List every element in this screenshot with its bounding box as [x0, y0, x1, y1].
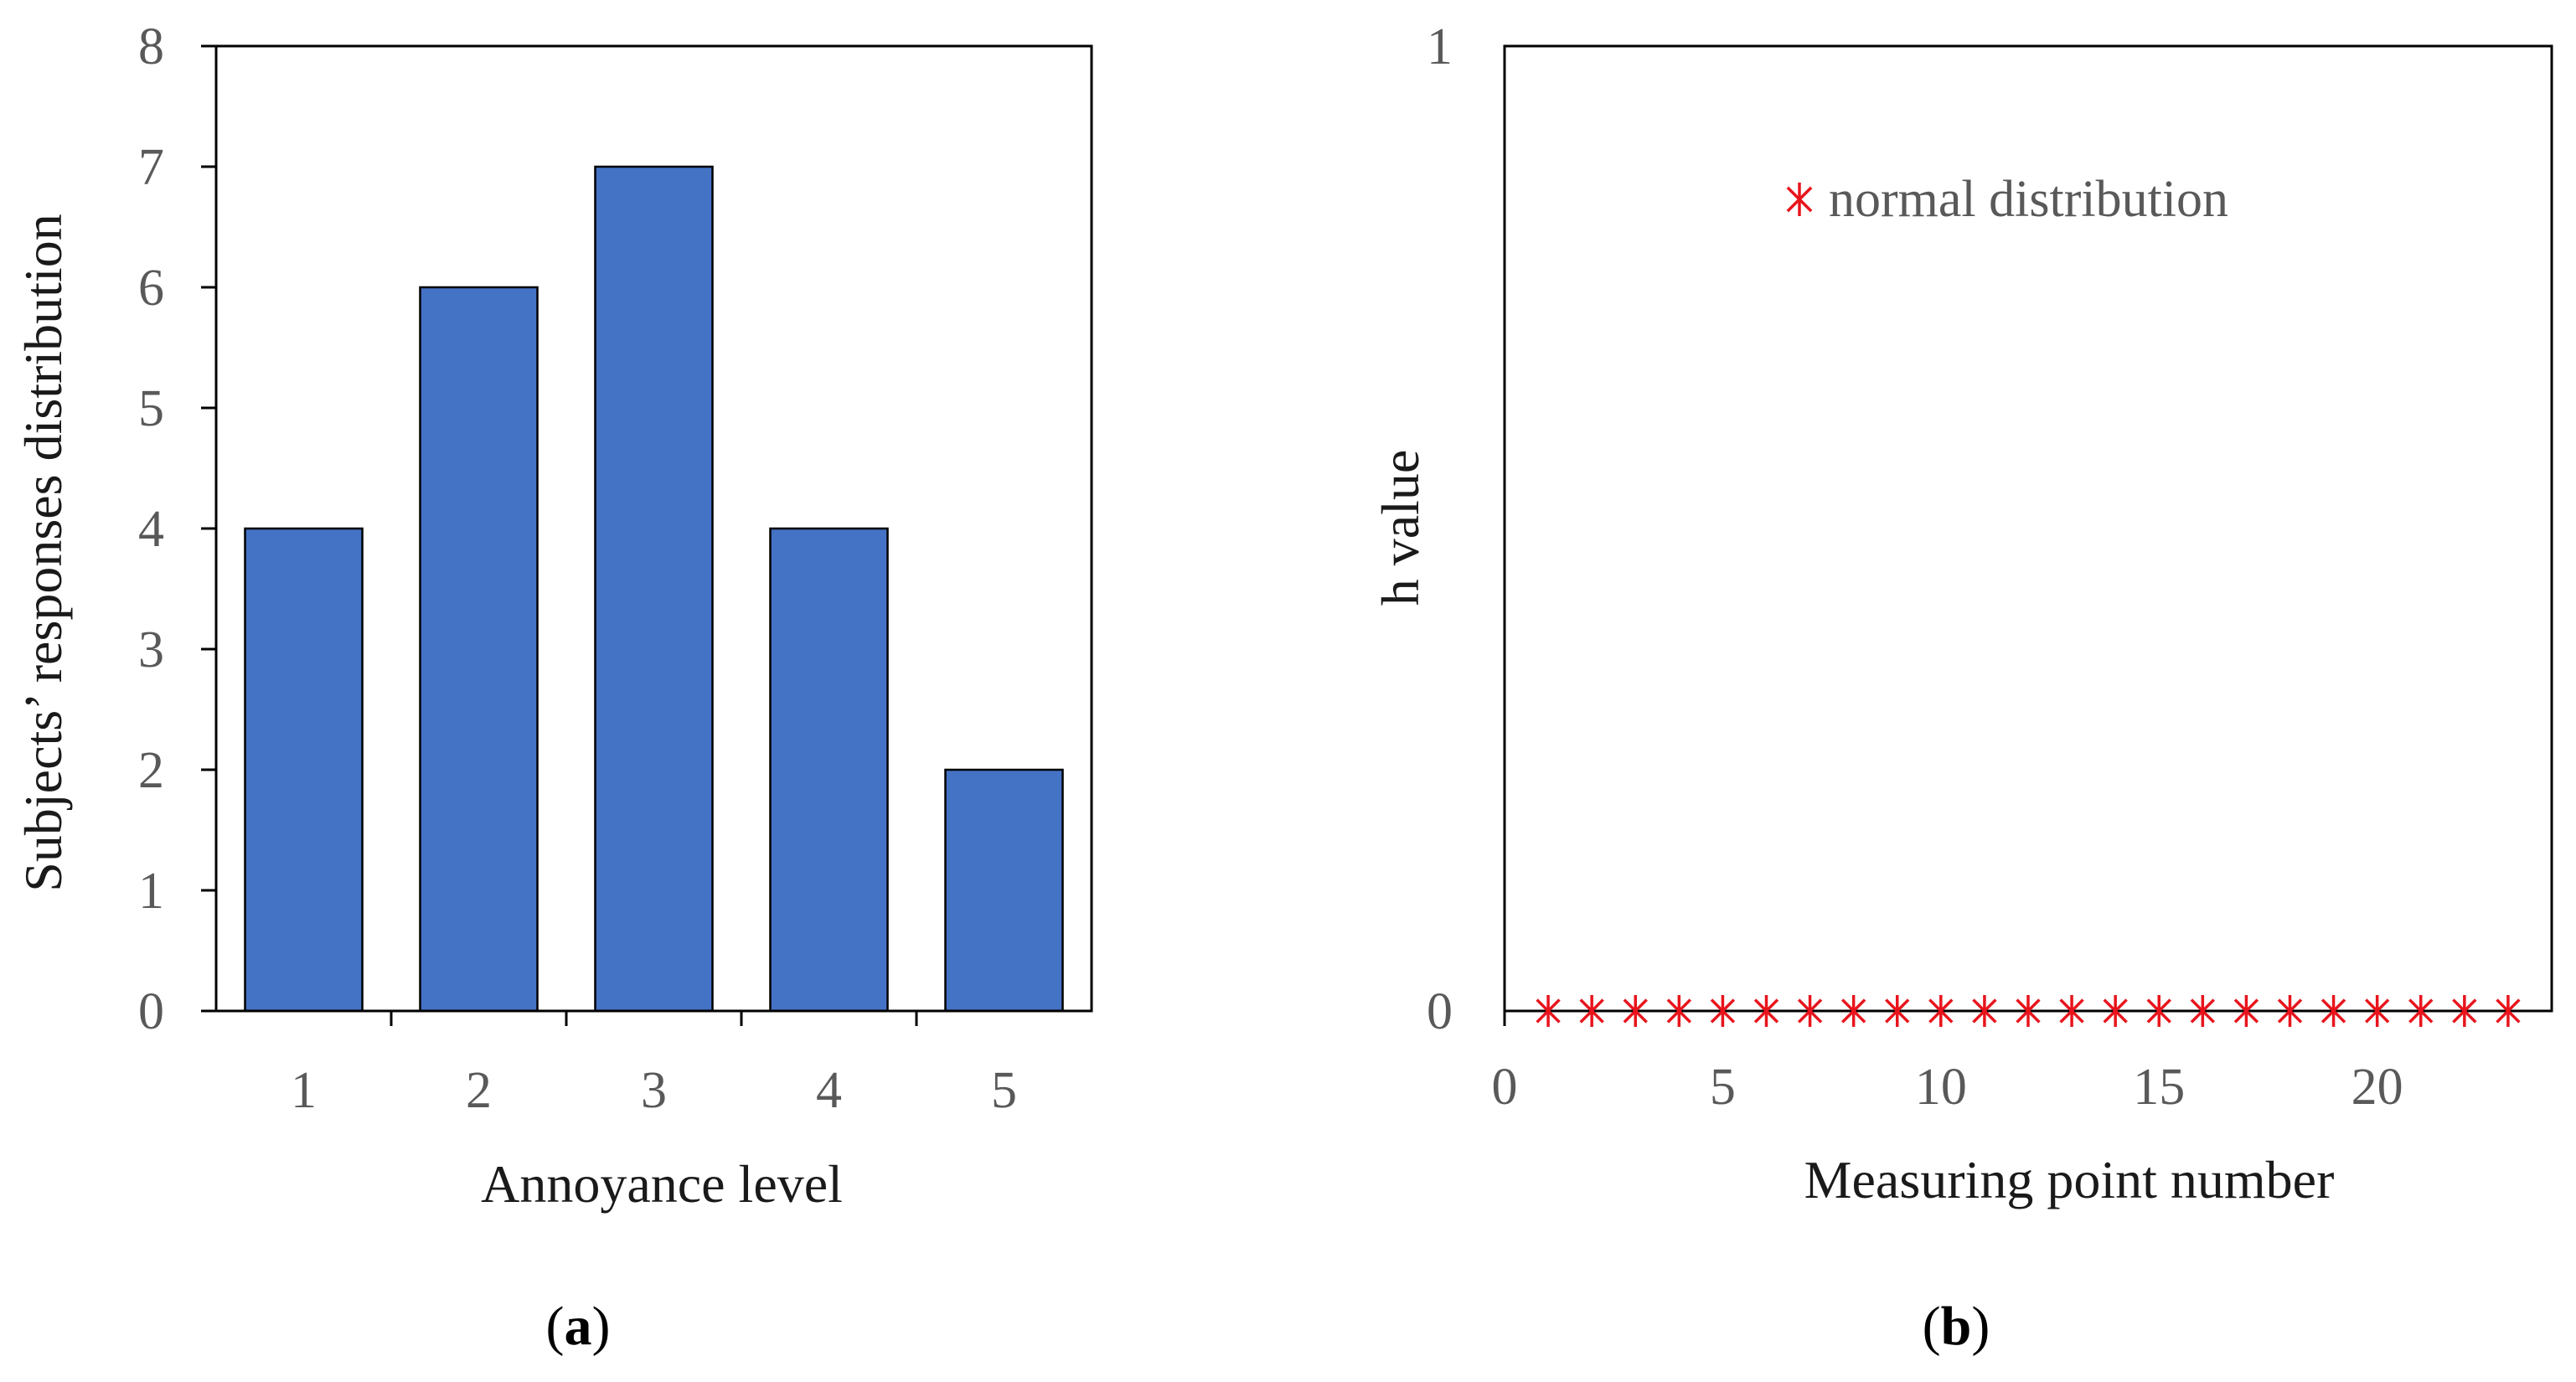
x-tick-label-b: 10: [1915, 1059, 1967, 1116]
y-tick-label-a: 2: [138, 742, 164, 799]
y-tick-label-a: 5: [138, 380, 164, 437]
legend-label: normal distribution: [1829, 171, 2228, 228]
y-tick-label-a: 1: [138, 863, 164, 920]
panel-label-a-letter: a: [565, 1296, 592, 1357]
x-tick-label-a: 1: [291, 1062, 317, 1119]
x-axis-title-a: Annoyance level: [481, 1154, 843, 1214]
y-tick-label-a: 6: [138, 260, 164, 317]
scatter-point-19: [2320, 995, 2346, 1027]
y-tick-label-b: 1: [1427, 18, 1453, 75]
y-tick-label-a: 0: [138, 983, 164, 1040]
scatter-point-3: [1623, 995, 1648, 1027]
y-tick-label-a: 8: [138, 18, 164, 75]
legend-marker: [1786, 183, 1813, 216]
panel-label-a-close: ): [592, 1296, 611, 1357]
scatter-point-20: [2364, 995, 2390, 1027]
scatter-point-18: [2277, 995, 2303, 1027]
y-tick-labels-b: 01: [1427, 18, 1453, 1040]
panel-label-b-open: (: [1923, 1296, 1941, 1357]
scatter-series: [1536, 995, 2521, 1027]
panel-label-a: (a): [546, 1296, 611, 1357]
bar-5: [944, 768, 1064, 1013]
scatter-point-17: [2233, 995, 2259, 1027]
scatter-point-14: [2103, 995, 2128, 1027]
y-tick-label-a: 4: [138, 501, 164, 558]
scatter-point-9: [1885, 995, 1910, 1027]
scatter-point-21: [2408, 995, 2434, 1027]
x-axis-title-b: Measuring point number: [1804, 1150, 2335, 1209]
y-axis-title-a: Subjects’ responses distribution: [13, 214, 73, 891]
scatter-point-16: [2190, 995, 2216, 1027]
x-tick-label-a: 4: [816, 1062, 842, 1119]
scatter-point-7: [1797, 995, 1823, 1027]
x-tick-label-a: 2: [466, 1062, 492, 1119]
y-axis-title-b: h value: [1371, 450, 1430, 606]
x-tick-label-a: 3: [641, 1062, 667, 1119]
bar-4: [769, 527, 889, 1013]
bar-series: [244, 165, 1064, 1013]
scatter-point-10: [1928, 995, 1954, 1027]
scatter-point-8: [1840, 995, 1866, 1027]
x-tick-label-b: 15: [2133, 1059, 2185, 1116]
scatter-point-22: [2452, 995, 2477, 1027]
scatter-point-13: [2059, 995, 2084, 1027]
x-tick-label-a: 5: [991, 1062, 1017, 1119]
scatter-point-5: [1710, 995, 1736, 1027]
scatter-point-1: [1536, 995, 1561, 1027]
scatter-point-15: [2146, 995, 2171, 1027]
legend-asterisk-icon: [1786, 183, 1813, 216]
y-tick-label-a: 3: [138, 621, 164, 678]
scatter-point-23: [2496, 995, 2521, 1027]
scatter-point-12: [2016, 995, 2041, 1027]
panel-label-a-open: (: [546, 1296, 565, 1357]
x-tick-label-b: 5: [1710, 1059, 1736, 1116]
chart-b: 01 0 5 10 15 20 normal distribution Measurin…: [1371, 18, 2553, 1357]
bar-3: [594, 165, 714, 1013]
y-tick-label-b: 0: [1427, 983, 1453, 1040]
scatter-point-2: [1579, 995, 1604, 1027]
scatter-point-4: [1666, 995, 1692, 1027]
x-tick-label-b: 0: [1492, 1059, 1518, 1116]
bar-1: [244, 527, 364, 1013]
x-tick-labels-a: 1 2 3 4 5: [291, 1062, 1017, 1119]
x-tick-label-b: 20: [2351, 1059, 2403, 1116]
y-tick-label-a: 7: [138, 139, 164, 196]
scatter-point-11: [1972, 995, 1997, 1027]
scatter-point-6: [1753, 995, 1779, 1027]
x-tick-labels-b: 0 5 10 15 20: [1492, 1059, 2403, 1116]
panel-label-b-close: ): [1971, 1296, 1990, 1357]
axis-ticks-a: [201, 44, 918, 1026]
bar-2: [419, 286, 539, 1013]
chart-a: 0 1 2 3 4 5 6 7 8 1 2 3 4 5 Annoyance level Subjects…: [13, 18, 1093, 1357]
panel-label-b-letter: b: [1941, 1296, 1972, 1357]
y-tick-labels-a: 0 1 2 3 4 5 6 7 8: [138, 18, 164, 1040]
legend: normal distribution: [1786, 171, 2228, 228]
panel-label-b: (b): [1923, 1296, 1990, 1357]
